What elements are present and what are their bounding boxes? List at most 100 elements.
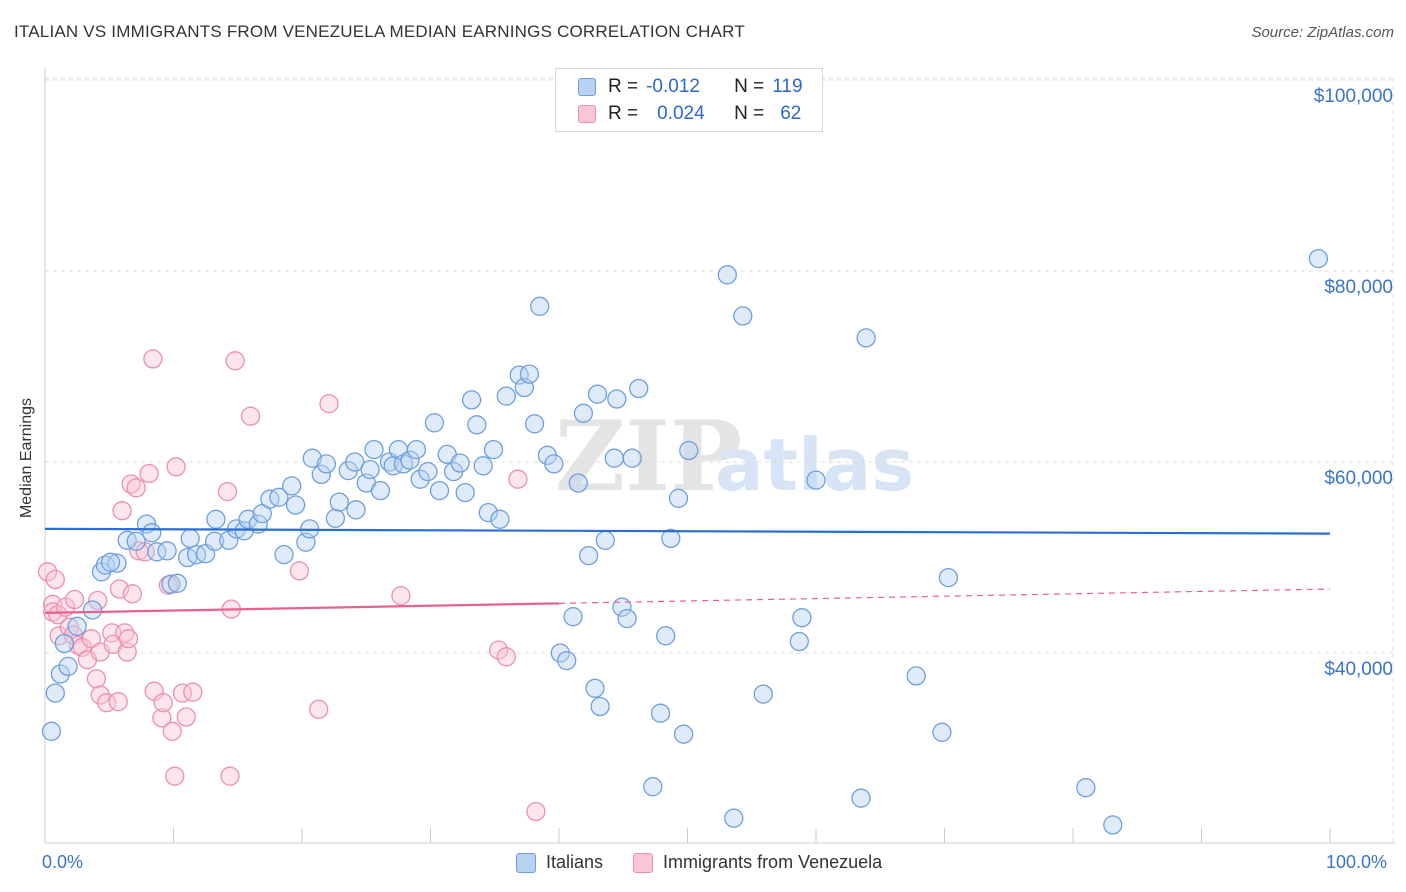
data-point xyxy=(329,492,349,512)
data-point xyxy=(629,378,649,399)
data-point xyxy=(490,509,510,529)
data-point xyxy=(319,394,339,414)
data-point xyxy=(167,573,188,593)
data-point xyxy=(289,561,310,581)
legend-r-value: 0.024 xyxy=(657,103,705,124)
data-point xyxy=(622,448,642,468)
data-point xyxy=(346,500,366,520)
data-point xyxy=(789,631,809,652)
data-point xyxy=(530,296,550,316)
y-tick-label: $100,000 xyxy=(1313,86,1393,107)
data-point xyxy=(161,574,181,594)
data-point xyxy=(488,640,509,660)
data-point xyxy=(126,531,146,551)
data-point xyxy=(45,683,65,703)
data-point xyxy=(519,364,540,384)
y-tick-label: $40,000 xyxy=(1324,659,1393,680)
data-point xyxy=(661,528,681,549)
legend-item-venezuela[interactable]: Immigrants from Venezuela xyxy=(633,852,882,873)
data-point xyxy=(147,542,167,562)
data-point xyxy=(88,590,108,611)
data-point xyxy=(225,351,245,371)
data-point xyxy=(604,448,624,468)
data-point xyxy=(165,766,185,786)
data-point xyxy=(143,349,163,369)
data-point xyxy=(450,453,470,473)
data-point xyxy=(406,439,427,460)
legend-label-venezuela: Immigrants from Venezuela xyxy=(663,852,883,872)
data-point xyxy=(478,502,498,523)
axes xyxy=(44,68,1395,844)
data-point xyxy=(424,413,445,433)
trend-lines xyxy=(44,527,1331,614)
trend-line-venezuela-extrapolated xyxy=(558,588,1331,604)
legend-item-italians[interactable]: Italians xyxy=(516,852,603,873)
data-point xyxy=(217,481,238,502)
series-legend: Italians Immigrants from Venezuela xyxy=(516,852,912,873)
data-point xyxy=(650,703,671,723)
data-point xyxy=(269,487,289,507)
data-point xyxy=(316,454,337,474)
data-point xyxy=(48,605,68,625)
data-point xyxy=(418,461,438,482)
data-point xyxy=(938,567,959,588)
data-point xyxy=(753,684,773,704)
data-point xyxy=(82,600,103,620)
data-point xyxy=(496,647,516,667)
italians-swatch xyxy=(516,852,536,873)
data-point xyxy=(568,473,588,493)
legend-r-value: -0.012 xyxy=(646,76,700,97)
data-point xyxy=(656,626,676,646)
data-point xyxy=(45,569,65,590)
data-point xyxy=(563,607,583,627)
data-point xyxy=(206,509,226,529)
data-point xyxy=(550,643,570,663)
data-point xyxy=(370,480,391,501)
data-point xyxy=(309,699,329,719)
legend-r-label: R = xyxy=(608,103,639,124)
legend-label-italians: Italians xyxy=(546,852,604,872)
data-point xyxy=(41,721,62,741)
data-point xyxy=(325,508,346,528)
data-point xyxy=(122,584,143,604)
data-point xyxy=(526,801,546,822)
legend-row-venezuela: R = 0.024 N = 62 xyxy=(578,101,801,127)
data-point xyxy=(673,724,694,744)
data-point xyxy=(176,707,196,727)
legend-r-label: R = xyxy=(608,76,639,97)
data-point xyxy=(733,306,753,326)
data-point xyxy=(557,650,577,671)
data-point xyxy=(496,386,516,406)
data-point xyxy=(172,683,193,703)
data-point xyxy=(607,389,627,409)
correlation-legend: R = -0.012 N = 119 R = 0.024 N = 62 xyxy=(555,68,823,132)
data-point xyxy=(1076,778,1096,798)
data-point xyxy=(360,459,380,480)
y-tick-label: $60,000 xyxy=(1324,468,1393,489)
italians-points xyxy=(41,248,1329,835)
data-point xyxy=(37,562,58,582)
data-point xyxy=(107,553,127,573)
data-point xyxy=(166,457,186,477)
legend-n-label: N = xyxy=(734,103,765,124)
data-point xyxy=(668,488,689,508)
data-point xyxy=(142,523,162,543)
watermark-atlas: atlas xyxy=(715,423,914,507)
data-point xyxy=(679,440,699,461)
data-point xyxy=(311,464,331,485)
data-point xyxy=(302,448,322,468)
data-point xyxy=(455,482,475,503)
trend-line-venezuela xyxy=(44,602,560,614)
data-point xyxy=(153,693,173,713)
data-point xyxy=(932,722,952,742)
data-point xyxy=(410,469,430,489)
legend-n-value: 119 xyxy=(772,76,803,97)
data-point xyxy=(180,528,200,549)
data-point xyxy=(345,452,365,472)
data-point xyxy=(220,766,240,786)
data-point xyxy=(118,629,139,649)
data-point xyxy=(595,530,615,550)
data-point xyxy=(50,664,71,684)
data-point xyxy=(724,808,744,828)
